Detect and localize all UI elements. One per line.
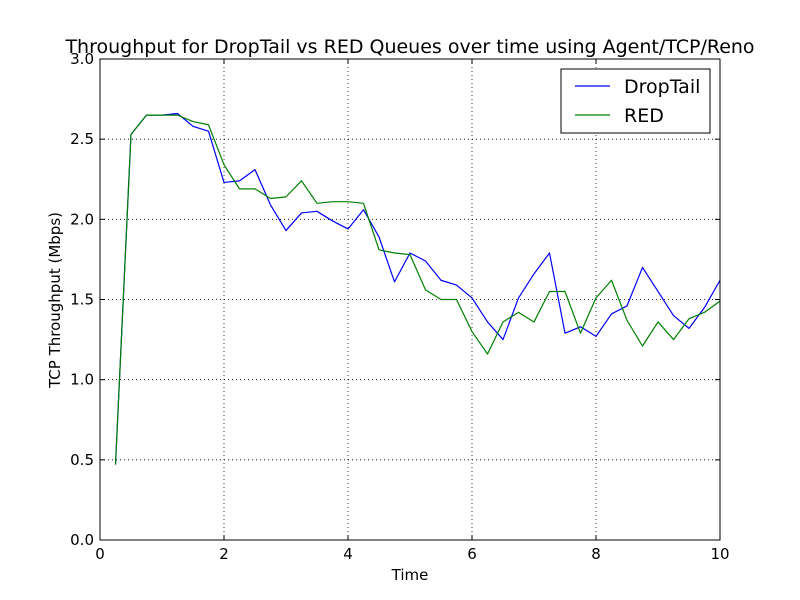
series-line-red bbox=[114, 114, 721, 465]
legend-label-red: RED bbox=[624, 105, 664, 127]
legend-label-droptail: DropTail bbox=[624, 76, 700, 98]
y-axis-label: TCP Throughput (Mbps) bbox=[46, 212, 64, 389]
series-line-droptail bbox=[114, 112, 721, 465]
legend: DropTail RED bbox=[560, 68, 711, 134]
y-tick-label: 2.0 bbox=[70, 210, 94, 228]
y-tick-label: 3.0 bbox=[70, 50, 94, 68]
grid bbox=[100, 59, 720, 540]
legend-box bbox=[560, 68, 711, 134]
x-tick-label: 6 bbox=[467, 545, 477, 563]
y-tick-label: 2.5 bbox=[70, 130, 94, 148]
chart-title: Throughput for DropTail vs RED Queues ov… bbox=[64, 36, 754, 58]
x-tick-label: 2 bbox=[219, 545, 229, 563]
y-tick-label: 0.0 bbox=[70, 531, 94, 549]
x-tick-label: 0 bbox=[95, 545, 105, 563]
series-layer bbox=[114, 112, 721, 465]
y-tick-label: 1.5 bbox=[70, 291, 94, 309]
x-axis-label: Time bbox=[391, 566, 429, 584]
x-tick-label: 10 bbox=[710, 545, 729, 563]
y-tick-label: 1.0 bbox=[70, 371, 94, 389]
x-tick-label: 4 bbox=[343, 545, 353, 563]
y-tick-label: 0.5 bbox=[70, 451, 94, 469]
ticks: 0 2 4 6 8 10 0.0 0.5 1.0 1.5 2.0 2.5 3.0 bbox=[70, 50, 729, 563]
x-tick-label: 8 bbox=[591, 545, 601, 563]
